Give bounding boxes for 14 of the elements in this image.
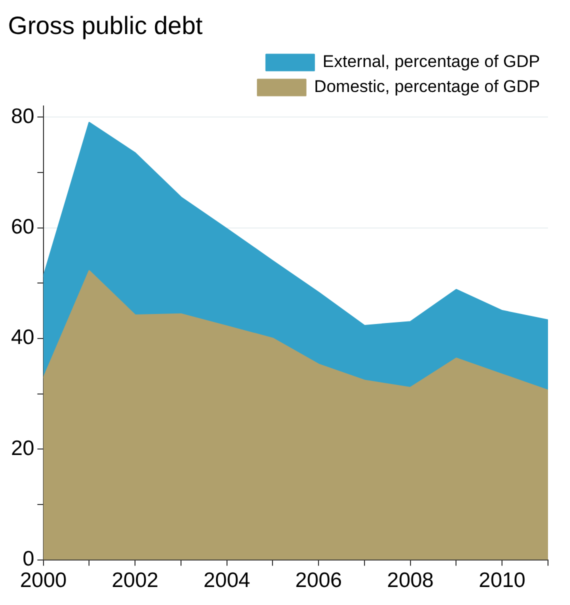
x-tick-label: 2006	[295, 569, 342, 592]
y-tick-label: 40	[11, 326, 34, 350]
x-tick-label: 2002	[112, 569, 158, 592]
x-tick-label: 2010	[478, 569, 526, 592]
y-tick-label: 60	[11, 216, 34, 239]
legend-label: Domestic, percentage of GDP	[314, 77, 540, 96]
x-tick-label: 2008	[387, 569, 434, 592]
y-tick-label: 20	[11, 436, 34, 460]
chart-title: Gross public debt	[8, 12, 203, 40]
y-tick-label: 80	[11, 104, 34, 128]
y-tick-label: 0	[22, 548, 34, 571]
x-tick-label: 2000	[20, 569, 67, 592]
x-tick-label: 2004	[204, 569, 251, 592]
legend-label: External, percentage of GDP	[322, 52, 540, 72]
